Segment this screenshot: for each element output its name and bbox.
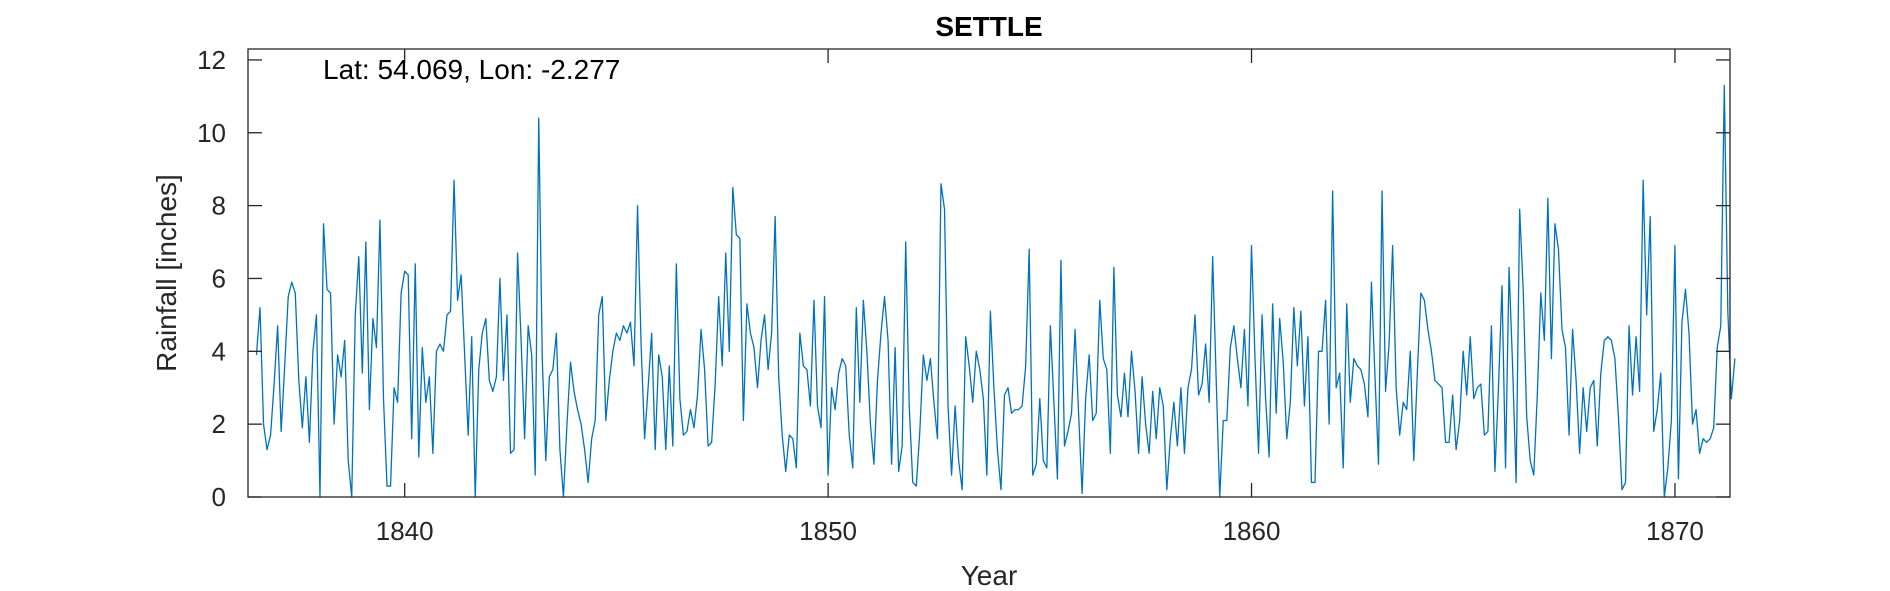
y-tick-label: 0 <box>212 482 226 512</box>
axes-layer <box>247 48 1731 498</box>
chart-title: SETTLE <box>935 11 1042 42</box>
y-tick-label: 6 <box>212 263 226 293</box>
rainfall-series-line <box>255 84 1736 498</box>
plot-background <box>248 49 1730 497</box>
y-tick-label: 10 <box>197 118 226 148</box>
y-axis-title: Rainfall [inches] <box>151 174 182 372</box>
tick-label-layer: 1840 1850 1860 1870 0 2 4 6 8 10 12 <box>197 45 1704 546</box>
x-tick-label: 1840 <box>376 516 434 546</box>
axes-box <box>247 48 1731 498</box>
y-tick-label: 4 <box>212 336 226 366</box>
x-tick-label: 1850 <box>799 516 857 546</box>
y-tick-label: 2 <box>212 409 226 439</box>
x-tick-label: 1860 <box>1223 516 1281 546</box>
series-layer <box>255 84 1736 498</box>
y-tick-label: 8 <box>212 191 226 221</box>
location-annotation: Lat: 54.069, Lon: -2.277 <box>323 54 620 85</box>
x-tick-label: 1870 <box>1646 516 1704 546</box>
y-tick-label: 12 <box>197 45 226 75</box>
x-axis-title: Year <box>961 560 1018 591</box>
